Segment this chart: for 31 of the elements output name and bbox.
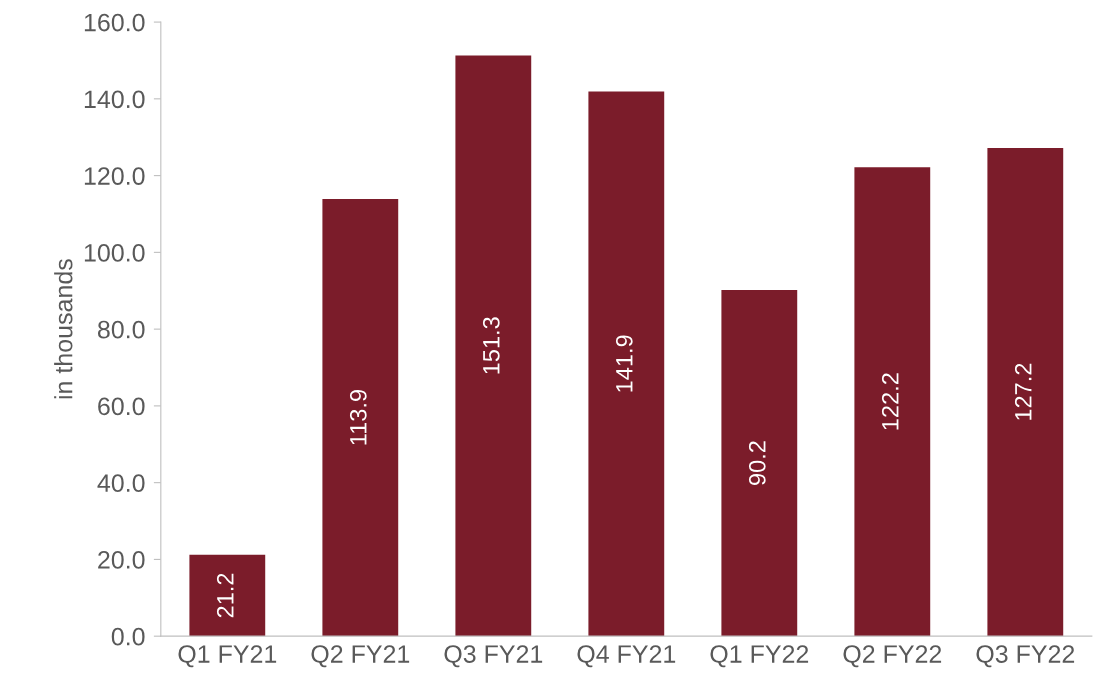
x-tick-label: Q3 FY21 xyxy=(444,645,543,668)
bar xyxy=(854,167,931,637)
x-tick-label: Q1 FY22 xyxy=(710,645,809,668)
data-label: 127.2 xyxy=(1014,363,1032,420)
data-label: 122.2 xyxy=(881,373,899,430)
data-label: 141.9 xyxy=(615,335,633,392)
bar xyxy=(322,199,399,637)
y-tick-label: 100.0 xyxy=(84,243,145,262)
x-tick-label: Q1 FY21 xyxy=(178,645,277,668)
x-tick-label: Q4 FY21 xyxy=(577,645,676,668)
data-label: 151.3 xyxy=(482,317,500,374)
y-tick-label: 40.0 xyxy=(97,474,145,492)
y-axis-title: in thousands xyxy=(54,259,73,399)
x-tick-label: Q2 FY22 xyxy=(843,645,942,668)
bar xyxy=(721,289,798,637)
y-tick-label: 140.0 xyxy=(84,90,145,109)
x-tick-label: Q2 FY21 xyxy=(311,645,410,668)
y-tick-label: 120.0 xyxy=(84,167,145,185)
y-tick-label: 0.0 xyxy=(111,627,145,646)
y-tick-label: 160.0 xyxy=(84,13,145,32)
bar xyxy=(189,554,266,637)
y-tick-label: 80.0 xyxy=(97,320,145,339)
bar xyxy=(588,91,665,637)
data-label: 113.9 xyxy=(349,390,367,445)
data-label: 90.2 xyxy=(748,441,766,485)
y-tick-label: 60.0 xyxy=(98,397,145,416)
bar xyxy=(455,55,532,637)
y-tick-label: 20.0 xyxy=(98,551,145,569)
x-tick-label: Q3 FY22 xyxy=(976,645,1075,668)
bar xyxy=(987,147,1064,637)
data-label: 21.2 xyxy=(216,573,234,618)
